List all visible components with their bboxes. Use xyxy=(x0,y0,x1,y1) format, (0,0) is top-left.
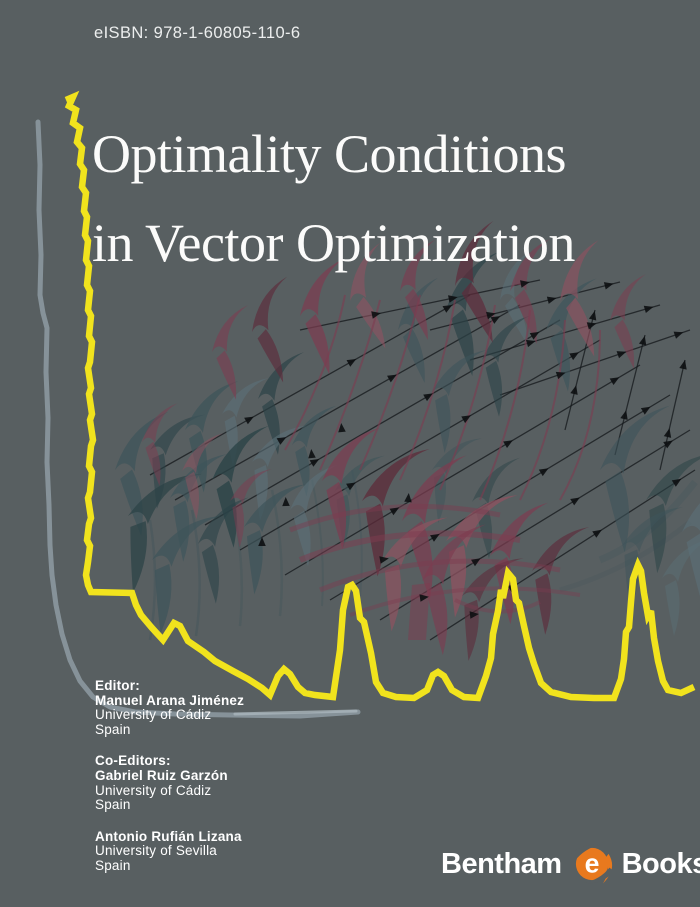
coeditors-label: Co-Editors: xyxy=(95,753,171,769)
editor-name: Manuel Arana Jiménez xyxy=(95,692,245,708)
book-title: Optimality Conditions in Vector Optimiza… xyxy=(92,110,575,288)
publisher-e-letter: e xyxy=(584,849,599,879)
editor-block: Editor: Manuel Arana Jiménez University … xyxy=(95,678,245,737)
editor-affiliation: University of Cádiz xyxy=(95,707,212,723)
book-title-line1: Optimality Conditions xyxy=(92,124,567,184)
coeditor2-block: Antonio Rufián Lizana University of Sevi… xyxy=(95,828,244,874)
publisher-e-icon: e xyxy=(569,844,614,884)
field-arrow-icons xyxy=(244,280,687,619)
credits-block: Editor: Manuel Arana Jiménez University … xyxy=(95,678,245,874)
maroon-strand-curves xyxy=(284,294,601,501)
coeditor1-country: Spain xyxy=(95,797,131,813)
coeditor2-name: Antonio Rufián Lizana xyxy=(95,828,242,844)
coeditor2-affiliation: University of Sevilla xyxy=(95,843,217,859)
book-title-line2: in Vector Optimization xyxy=(92,213,575,273)
publisher-logo: Bentham e Books xyxy=(441,841,700,887)
eisbn-text: eISBN: 978-1-60805-110-6 xyxy=(94,24,301,42)
publisher-name-left: Bentham xyxy=(441,847,562,880)
yellow-jagged-curve xyxy=(64,90,696,702)
editor-label: Editor: xyxy=(95,678,140,693)
maroon-comet-shapes xyxy=(142,220,646,661)
editor-country: Spain xyxy=(95,721,131,737)
coeditor2-country: Spain xyxy=(95,857,131,873)
maroon-arc-ribbons xyxy=(289,503,581,640)
publisher-name-right: Books xyxy=(621,847,700,880)
teal-comet-shapes xyxy=(115,250,700,636)
gray-curve xyxy=(35,119,361,719)
coeditor1-block: Co-Editors: Gabriel Ruiz Garzón Universi… xyxy=(95,754,244,812)
coeditor1-affiliation: University of Cádiz xyxy=(95,782,212,798)
coeditor1-name: Gabriel Ruiz Garzón xyxy=(95,767,228,783)
